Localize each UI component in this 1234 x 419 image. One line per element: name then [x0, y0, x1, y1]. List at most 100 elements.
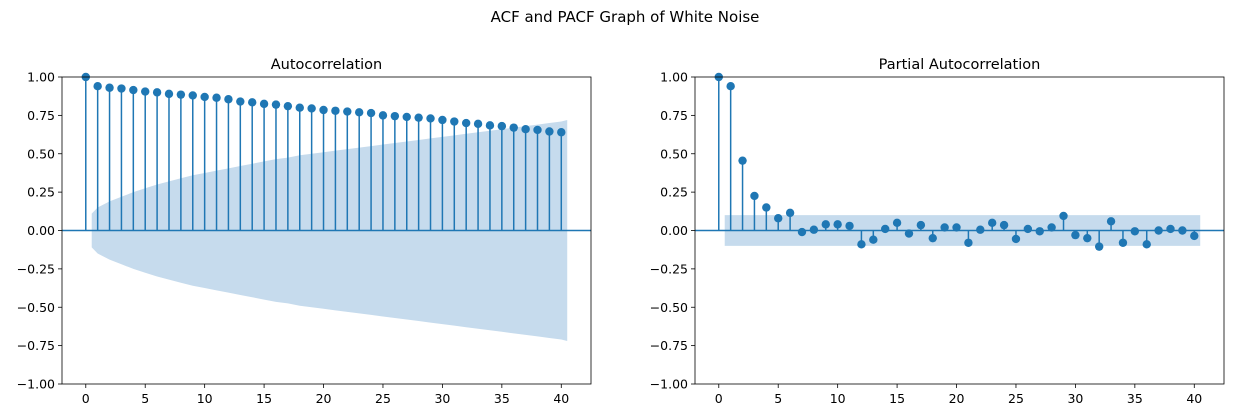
- pacf-point-lag-4: [762, 203, 771, 212]
- acf-point-lag-25: [378, 111, 388, 120]
- pacf-y-tick-label-7: 0.75: [660, 108, 688, 123]
- acf-points-layer: [81, 72, 566, 137]
- pacf-point-lag-12: [857, 240, 866, 249]
- acf-point-lag-2: [105, 83, 114, 92]
- acf-point-lag-34: [485, 121, 495, 130]
- pacf-point-lag-14: [881, 224, 890, 234]
- pacf-point-lag-33: [1106, 217, 1116, 226]
- acf-point-lag-20: [319, 105, 328, 115]
- acf-point-lag-33: [473, 119, 483, 129]
- pacf-point-lag-28: [1047, 223, 1056, 232]
- acf-point-lag-37: [521, 124, 530, 134]
- pacf-point-lag-7: [797, 227, 807, 237]
- acf-x-tick-label-30: 30: [434, 391, 450, 406]
- pacf-x-tick-label-40: 40: [1186, 391, 1202, 406]
- pacf-points-layer: [714, 72, 1199, 251]
- acf-point-lag-1: [93, 82, 102, 91]
- acf-x-tick-label-5: 5: [141, 391, 149, 406]
- acf-chart: Autocorrelation 0 5 10 15 20 25 30 35 40 −1.00 −0…: [17, 57, 592, 406]
- acf-point-lag-3: [117, 84, 126, 93]
- pacf-point-lag-21: [964, 238, 973, 247]
- pacf-point-lag-6: [785, 208, 795, 218]
- pacf-point-lag-39: [1178, 226, 1187, 235]
- acf-y-tick-label-7: 0.75: [27, 108, 55, 123]
- pacf-x-tick-label-0: 0: [715, 391, 723, 406]
- pacf-x-tick-label-35: 35: [1127, 391, 1143, 406]
- acf-y-tick-label-8: 1.00: [27, 70, 55, 85]
- pacf-y-tick-label-0: −1.00: [650, 377, 688, 392]
- pacf-y-tick-label-8: 1.00: [660, 70, 688, 85]
- pacf-point-lag-31: [1083, 233, 1092, 243]
- acf-point-lag-32: [461, 118, 471, 128]
- pacf-y-tick-label-2: −0.50: [650, 300, 688, 315]
- pacf-title: Partial Autocorrelation: [879, 57, 1041, 73]
- pacf-point-lag-26: [1023, 224, 1033, 234]
- pacf-point-lag-30: [1071, 230, 1080, 240]
- acf-x-tick-label-40: 40: [553, 391, 569, 406]
- pacf-point-lag-15: [892, 218, 902, 228]
- acf-point-lag-27: [402, 112, 411, 122]
- acf-point-lag-39: [545, 127, 554, 136]
- pacf-x-tick-label-15: 15: [889, 391, 905, 406]
- acf-point-lag-38: [533, 125, 542, 135]
- acf-point-lag-17: [283, 101, 293, 111]
- pacf-point-lag-22: [976, 225, 985, 234]
- acf-point-lag-7: [164, 89, 174, 99]
- pacf-y-ticks: −1.00 −0.75 −0.50 −0.25 0.00 0.25 0.50 0.75 1.00: [650, 70, 695, 392]
- pacf-point-lag-11: [845, 221, 854, 231]
- pacf-point-lag-5: [774, 214, 783, 223]
- pacf-x-tick-label-20: 20: [949, 391, 965, 406]
- pacf-point-lag-3: [750, 191, 759, 201]
- acf-point-lag-4: [129, 85, 138, 95]
- pacf-point-lag-10: [833, 220, 842, 229]
- pacf-point-lag-13: [869, 235, 878, 244]
- acf-x-ticks: 0 5 10 15 20 25 30 35 40: [82, 384, 569, 406]
- acf-point-lag-12: [224, 95, 233, 104]
- acf-point-lag-10: [200, 92, 209, 102]
- acf-point-lag-31: [450, 117, 459, 126]
- acf-point-lag-16: [271, 100, 281, 109]
- acf-point-lag-24: [366, 108, 376, 118]
- acf-point-lag-6: [152, 88, 162, 97]
- acf-point-lag-26: [390, 111, 400, 121]
- pacf-point-lag-24: [999, 220, 1009, 230]
- pacf-point-lag-16: [904, 229, 914, 238]
- acf-x-tick-label-25: 25: [375, 391, 391, 406]
- pacf-point-lag-29: [1059, 211, 1068, 221]
- pacf-y-tick-label-3: −0.25: [650, 261, 688, 276]
- pacf-point-lag-40: [1190, 231, 1199, 241]
- acf-y-tick-label-0: −1.00: [17, 377, 55, 392]
- acf-point-lag-40: [557, 128, 566, 137]
- pacf-point-lag-38: [1166, 224, 1175, 234]
- acf-y-tick-label-6: 0.50: [27, 146, 55, 161]
- acf-x-tick-label-35: 35: [494, 391, 510, 406]
- acf-point-lag-8: [176, 90, 186, 99]
- pacf-point-lag-2: [738, 156, 747, 165]
- pacf-point-lag-35: [1130, 227, 1140, 236]
- acf-stems-layer: [85, 77, 563, 231]
- acf-point-lag-21: [331, 106, 340, 115]
- acf-point-lag-35: [497, 121, 507, 131]
- acf-x-tick-label-10: 10: [197, 391, 213, 406]
- pacf-point-lag-32: [1094, 242, 1104, 251]
- acf-y-tick-label-5: 0.25: [27, 185, 55, 200]
- acf-point-lag-28: [414, 113, 423, 122]
- pacf-point-lag-25: [1011, 234, 1021, 244]
- pacf-point-lag-27: [1035, 227, 1044, 236]
- acf-point-lag-15: [259, 99, 269, 109]
- acf-point-lag-19: [307, 104, 316, 113]
- acf-point-lag-23: [354, 108, 364, 117]
- acf-point-lag-14: [248, 98, 257, 107]
- acf-y-tick-label-2: −0.50: [17, 300, 55, 315]
- pacf-point-lag-20: [952, 223, 961, 232]
- pacf-y-tick-label-4: 0.00: [660, 223, 688, 238]
- acf-point-lag-22: [343, 107, 352, 116]
- pacf-x-tick-label-30: 30: [1067, 391, 1083, 406]
- pacf-point-lag-18: [928, 233, 937, 243]
- acf-point-lag-29: [426, 114, 435, 123]
- pacf-y-tick-label-6: 0.50: [660, 146, 688, 161]
- acf-x-tick-label-0: 0: [82, 391, 90, 406]
- acf-x-tick-label-20: 20: [316, 391, 332, 406]
- pacf-point-lag-34: [1118, 238, 1128, 247]
